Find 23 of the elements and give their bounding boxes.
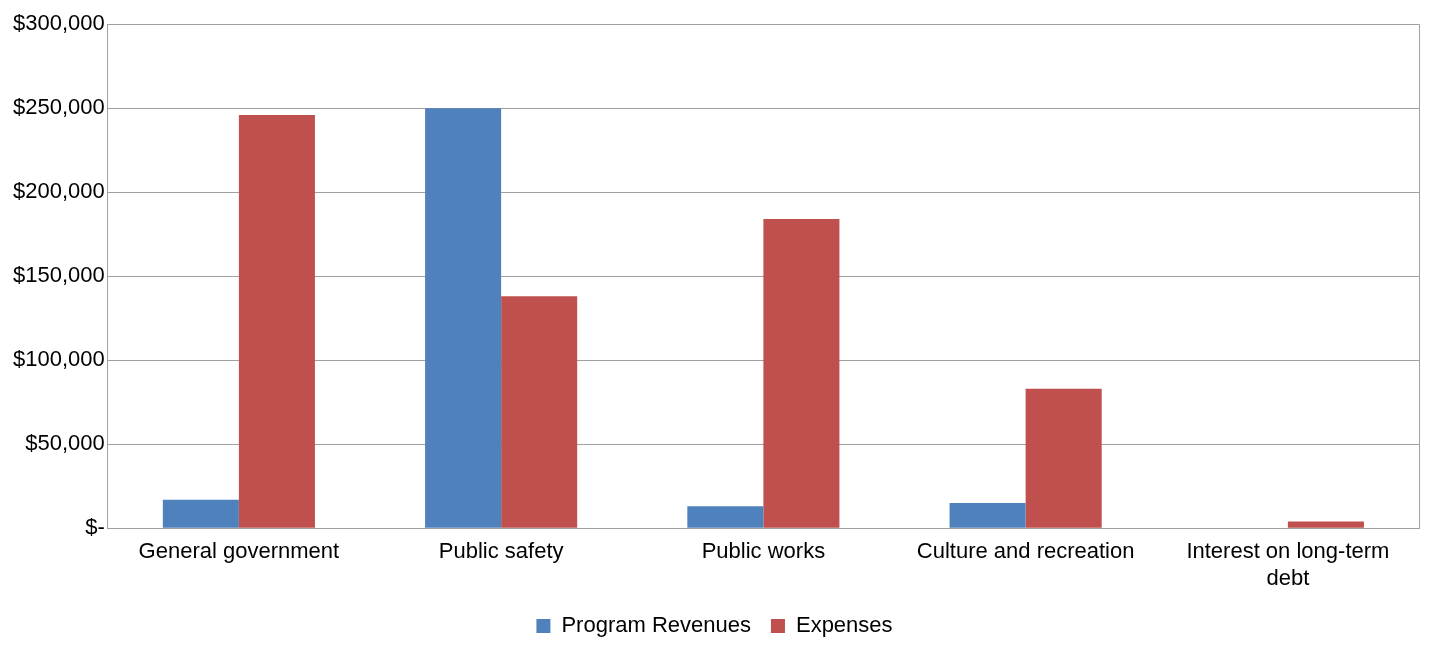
y-tick-label: $300,000 [12,10,105,36]
x-tick-label: Interest on long-term debt [1186,538,1390,590]
bar [238,114,315,528]
bar [1025,388,1102,528]
bar [949,503,1026,528]
x-tick-label: Public works [701,538,826,564]
y-tick-label: $50,000 [25,430,105,456]
bar [1287,521,1364,528]
legend-label: Expenses [795,612,893,638]
y-tick-label: $200,000 [12,178,105,204]
bar [501,296,578,528]
bar [687,506,764,528]
x-tick-label: General government [138,538,340,564]
y-tick-label: $- [85,514,105,540]
x-tick-label: Culture and recreation [916,538,1135,564]
y-tick-label: $100,000 [12,346,105,372]
legend-label: Program Revenues [561,612,751,638]
bar [425,108,502,528]
x-tick-label: Public safety [438,538,564,564]
bar [162,499,239,528]
y-tick-label: $250,000 [12,94,105,120]
bar [763,219,840,528]
y-tick-label: $150,000 [12,262,105,288]
